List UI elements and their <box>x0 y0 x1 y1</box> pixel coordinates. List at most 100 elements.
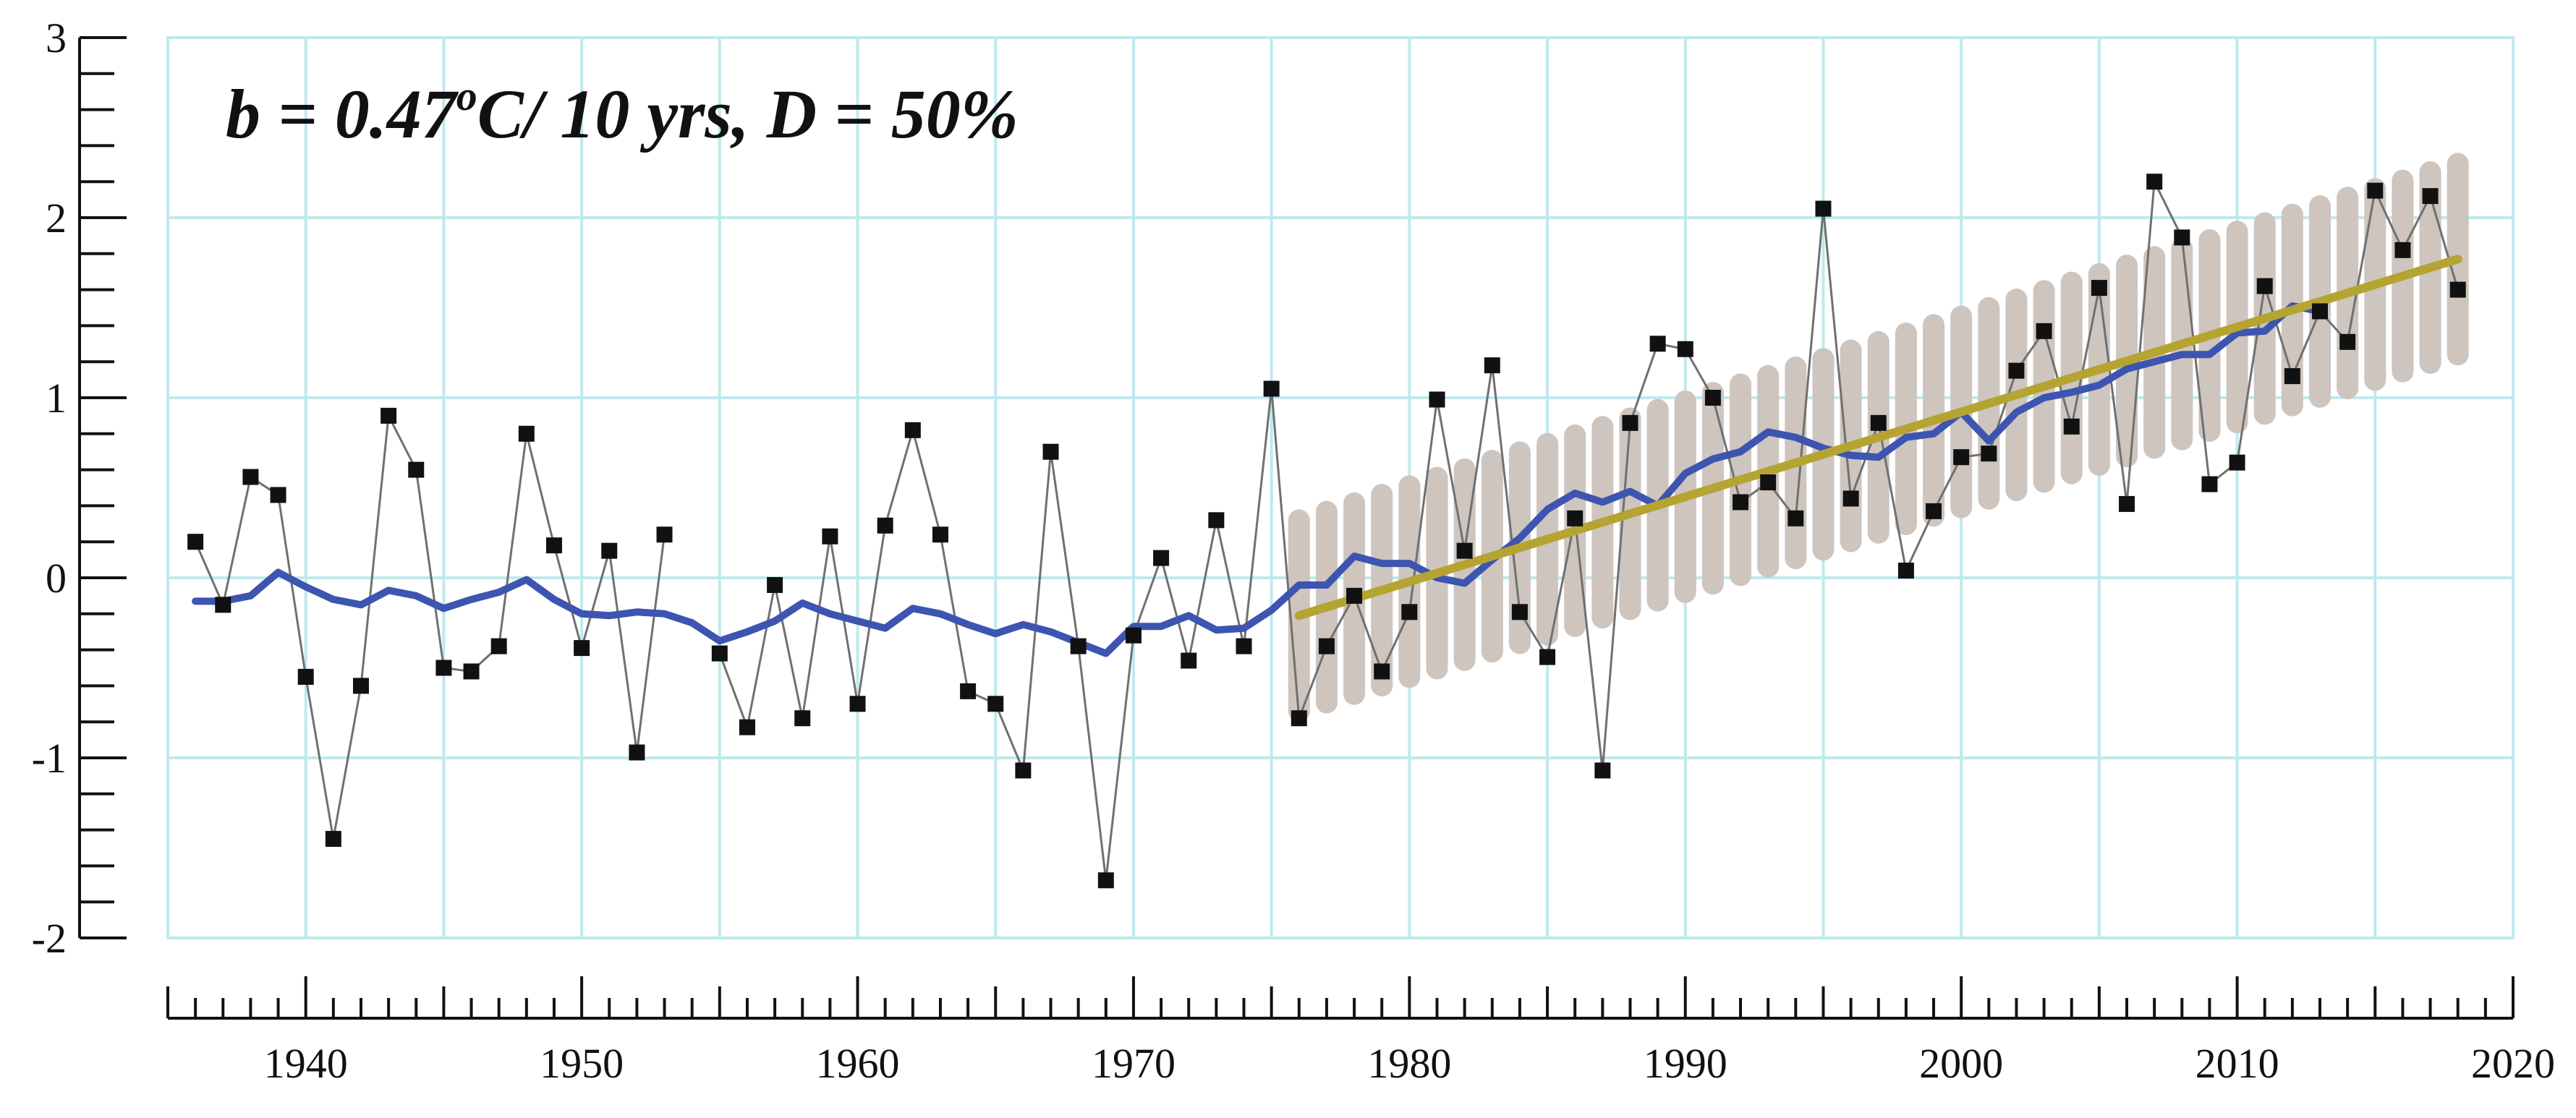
data-point <box>711 645 728 662</box>
x-tick-label: 2020 <box>2471 1040 2555 1087</box>
data-point <box>1153 550 1170 566</box>
data-point <box>1097 872 1114 889</box>
data-point <box>601 542 618 559</box>
x-tick-label: 1950 <box>540 1040 624 1087</box>
data-point <box>2422 188 2439 205</box>
data-point <box>656 526 673 543</box>
data-point <box>1318 638 1335 654</box>
data-point <box>270 487 286 503</box>
x-tick-label: 1970 <box>1092 1040 1176 1087</box>
data-point <box>1842 490 1859 507</box>
trend-annotation: b = 0.47oC/ 10 yrs, D = 50% <box>226 72 1019 153</box>
y-tick-label: -1 <box>32 735 67 782</box>
data-point <box>1456 542 1473 559</box>
data-point <box>2312 303 2329 320</box>
data-point <box>1622 414 1638 431</box>
data-point <box>1291 710 1307 727</box>
data-point <box>325 831 341 848</box>
data-point <box>408 461 425 478</box>
plot-frame <box>166 36 2515 939</box>
data-point <box>1760 474 1777 491</box>
data-point <box>1539 649 1556 665</box>
smoothed-line <box>192 302 2324 657</box>
x-tick-label: 1980 <box>1367 1040 1451 1087</box>
data-point <box>381 407 397 424</box>
data-point <box>2256 278 2273 294</box>
data-point <box>435 660 452 676</box>
x-tick-label: 1940 <box>264 1040 348 1087</box>
data-point <box>1374 663 1390 680</box>
data-point <box>904 422 921 438</box>
data-point <box>1981 445 1997 462</box>
data-point <box>1926 503 1942 519</box>
x-tick-label: 2010 <box>2195 1040 2279 1087</box>
data-point <box>1484 357 1500 374</box>
y-tick-label: 3 <box>46 14 67 61</box>
y-tick-label: -2 <box>32 915 67 962</box>
data-point <box>960 683 977 699</box>
data-point <box>1567 510 1584 526</box>
data-point <box>739 719 755 735</box>
data-point <box>849 696 866 712</box>
data-point <box>987 696 1004 712</box>
trend-line <box>1294 255 2462 620</box>
x-tick-label: 1990 <box>1644 1040 1727 1087</box>
y-tick-label: 2 <box>46 195 67 242</box>
data-point <box>1953 449 1970 466</box>
data-point <box>1815 200 1832 217</box>
data-point <box>1733 494 1749 511</box>
data-point <box>1125 627 1142 644</box>
data-point <box>1704 390 1721 406</box>
data-point <box>1346 587 1363 604</box>
data-point <box>2229 454 2245 471</box>
data-point <box>1594 762 1611 779</box>
data-point <box>574 640 590 657</box>
data-point <box>1015 762 1032 779</box>
data-point <box>1649 336 1666 352</box>
data-point <box>1677 341 1693 357</box>
data-point <box>2036 323 2052 339</box>
data-point <box>2284 368 2300 385</box>
data-point <box>2201 476 2218 492</box>
data-point <box>1236 638 1252 654</box>
data-point <box>1263 380 1280 397</box>
data-point <box>352 678 369 694</box>
data-point <box>877 517 893 534</box>
data-point <box>2367 182 2384 199</box>
data-point <box>2146 174 2163 190</box>
data-point <box>242 469 259 485</box>
data-point <box>932 526 948 543</box>
annotation-suffix: C/ 10 yrs, D = 50% <box>477 75 1019 153</box>
data-point <box>463 663 480 680</box>
data-point <box>297 668 314 685</box>
data-point <box>794 710 811 727</box>
data-point <box>822 528 838 545</box>
data-point <box>1042 443 1059 460</box>
data-point <box>1070 638 1087 654</box>
series <box>187 174 2466 889</box>
data-point <box>2174 229 2190 246</box>
annotation-degree-superscript: o <box>456 72 477 119</box>
data-point <box>1870 414 1887 431</box>
data-point <box>767 576 783 593</box>
data-point <box>1429 391 1445 408</box>
y-tick-label: 0 <box>46 555 67 602</box>
data-point <box>545 537 562 554</box>
data-point <box>1208 512 1225 529</box>
data-point <box>1511 604 1528 620</box>
data-point <box>1897 563 1914 579</box>
data-point <box>2394 242 2411 258</box>
data-point <box>2091 280 2107 296</box>
axes: -2 -1 0 1 2 3 1940 1950 1960 1970 1980 1990 2000 2010… <box>32 14 2555 1087</box>
x-tick-label: 2000 <box>1919 1040 2003 1087</box>
y-tick-label: 1 <box>46 375 67 422</box>
data-point <box>1181 652 1197 669</box>
data-point <box>490 638 507 654</box>
data-point <box>629 744 645 761</box>
data-point <box>2449 281 2466 298</box>
data-point <box>215 597 231 613</box>
data-point <box>187 534 204 550</box>
data-point <box>2339 333 2356 350</box>
annotation-prefix: b = 0.47 <box>226 75 459 153</box>
